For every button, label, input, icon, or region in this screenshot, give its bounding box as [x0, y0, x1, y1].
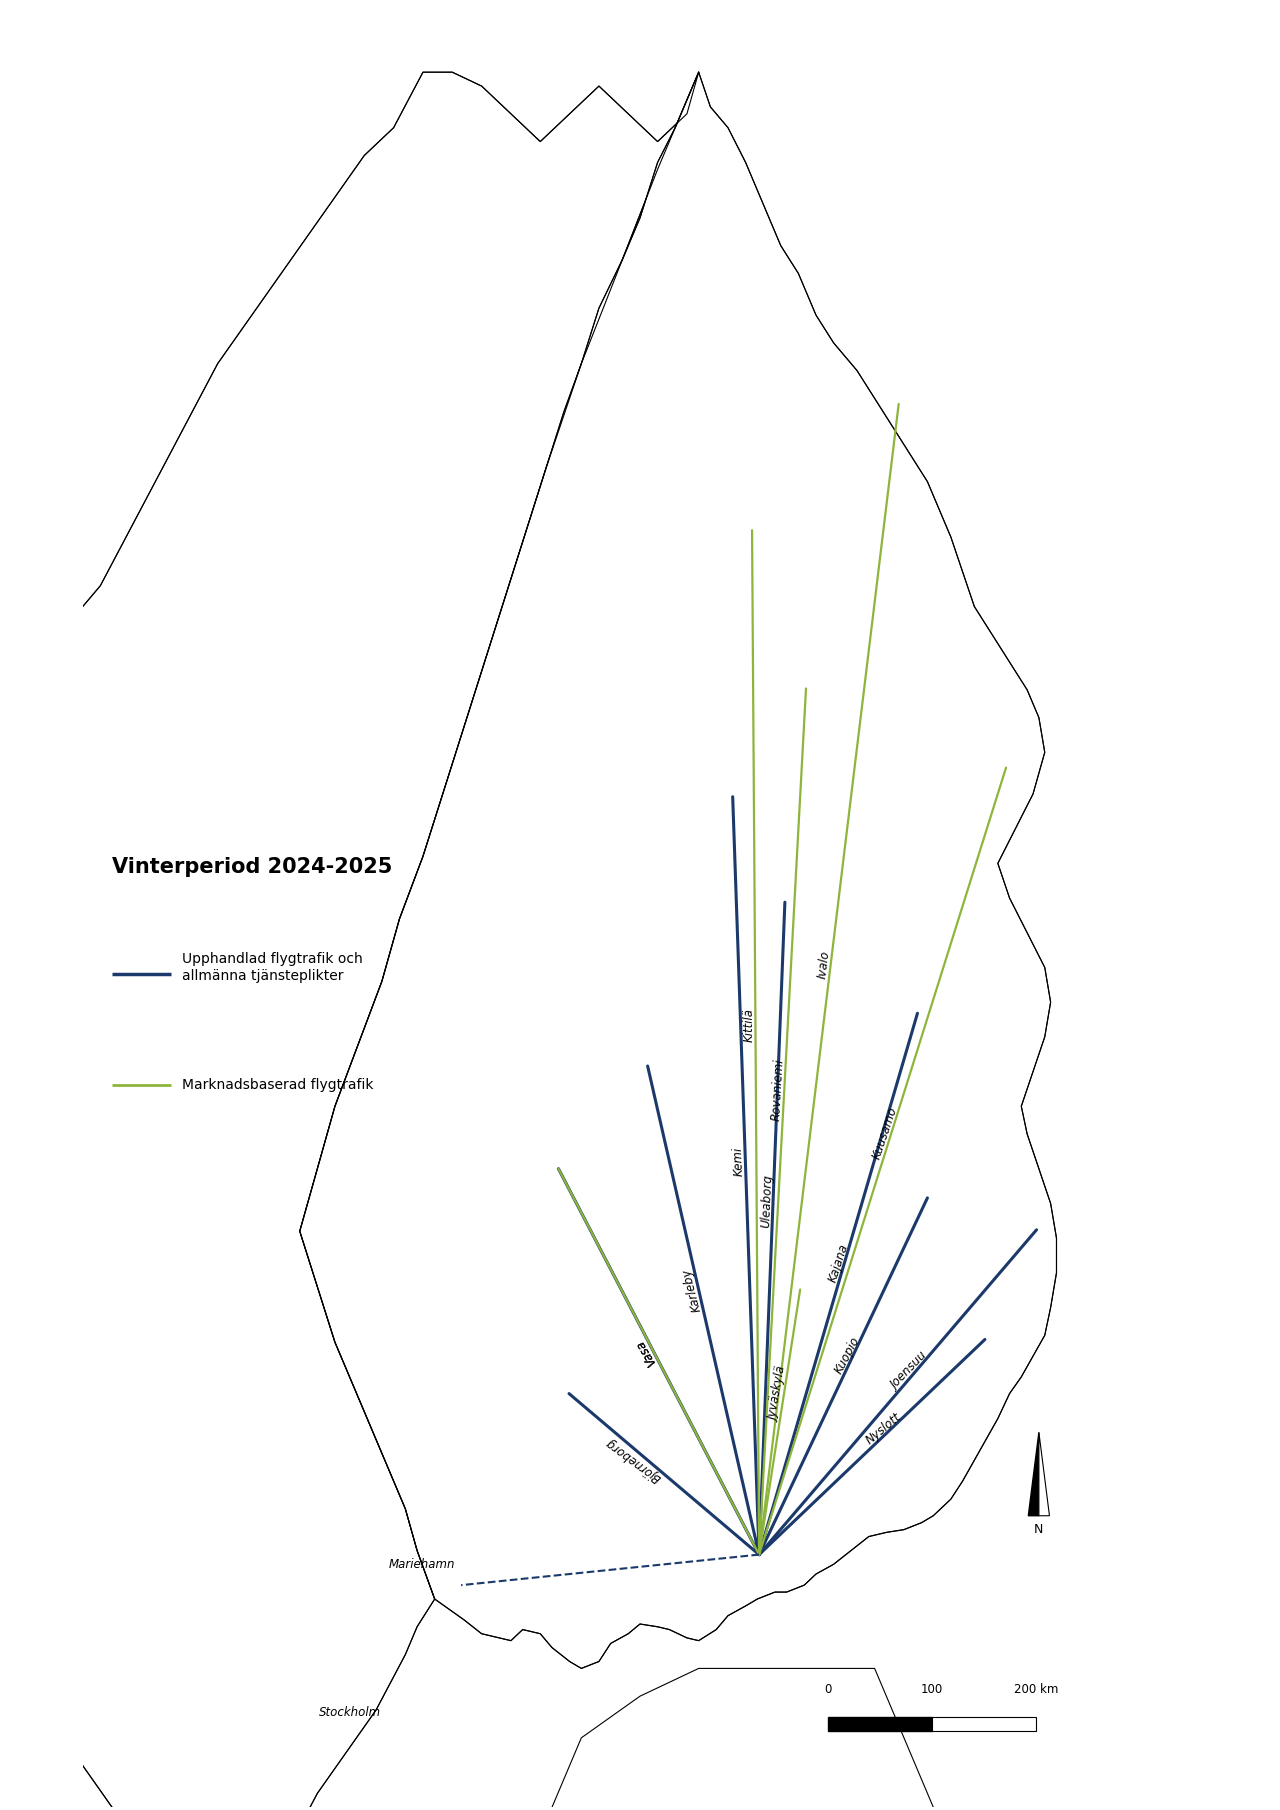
Text: N: N	[1034, 1522, 1043, 1535]
Text: Marknadsbaserad flygtrafik: Marknadsbaserad flygtrafik	[183, 1079, 374, 1093]
Text: Uleaborg: Uleaborg	[759, 1175, 774, 1229]
Text: Vasa: Vasa	[634, 1338, 659, 1368]
Text: Björneborg: Björneborg	[604, 1435, 664, 1484]
Text: Kemi: Kemi	[732, 1146, 746, 1176]
Text: 0: 0	[824, 1683, 832, 1696]
Text: Vinterperiod 2024-2025: Vinterperiod 2024-2025	[113, 858, 393, 878]
Polygon shape	[1039, 1432, 1050, 1515]
Text: 200 km: 200 km	[1014, 1683, 1059, 1696]
Text: Vasa: Vasa	[634, 1338, 659, 1368]
Text: Nyslott: Nyslott	[864, 1410, 904, 1446]
Polygon shape	[300, 72, 1056, 1669]
Polygon shape	[1028, 1432, 1039, 1515]
Text: Kuusamo: Kuusamo	[870, 1106, 900, 1160]
Text: Stockholm: Stockholm	[319, 1705, 381, 1720]
Text: Kajana: Kajana	[826, 1242, 850, 1283]
Text: Jyväskylä: Jyväskylä	[767, 1365, 790, 1423]
Text: Mariehamn: Mariehamn	[389, 1558, 456, 1571]
Bar	[932, 1718, 1036, 1730]
Text: 100: 100	[920, 1683, 943, 1696]
Polygon shape	[522, 1669, 933, 1810]
Text: Kittilä: Kittilä	[742, 1008, 755, 1043]
Text: Upphandlad flygtrafik och
allmänna tjänsteplikter: Upphandlad flygtrafik och allmänna tjäns…	[183, 952, 364, 983]
Text: Karleby: Karleby	[680, 1267, 703, 1314]
Text: Kuopio: Kuopio	[832, 1334, 861, 1376]
Text: Joensuu: Joensuu	[888, 1350, 931, 1392]
Bar	[828, 1718, 932, 1730]
Polygon shape	[0, 72, 699, 1810]
Text: Rovaniemi: Rovaniemi	[769, 1059, 786, 1122]
Text: Ivalo: Ivalo	[815, 950, 832, 979]
